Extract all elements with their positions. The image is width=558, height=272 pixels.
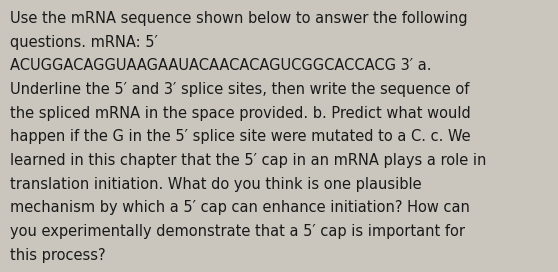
Text: translation initiation. What do you think is one plausible: translation initiation. What do you thin… (10, 177, 422, 191)
Text: you experimentally demonstrate that a 5′ cap is important for: you experimentally demonstrate that a 5′… (10, 224, 465, 239)
Text: Underline the 5′ and 3′ splice sites, then write the sequence of: Underline the 5′ and 3′ splice sites, th… (10, 82, 469, 97)
Text: this process?: this process? (10, 248, 105, 262)
Text: mechanism by which a 5′ cap can enhance initiation? How can: mechanism by which a 5′ cap can enhance … (10, 200, 470, 215)
Text: questions. mRNA: 5′: questions. mRNA: 5′ (10, 35, 158, 50)
Text: learned in this chapter that the 5′ cap in an mRNA plays a role in: learned in this chapter that the 5′ cap … (10, 153, 487, 168)
Text: Use the mRNA sequence shown below to answer the following: Use the mRNA sequence shown below to ans… (10, 11, 468, 26)
Text: the spliced mRNA in the space provided. b. Predict what would: the spliced mRNA in the space provided. … (10, 106, 471, 120)
Text: happen if the G in the 5′ splice site were mutated to a C. c. We: happen if the G in the 5′ splice site we… (10, 129, 470, 144)
Text: ACUGGACAGGUAAGAAUACAACACAGUCGGCACCACG 3′ a.: ACUGGACAGGUAAGAAUACAACACAGUCGGCACCACG 3′… (10, 58, 431, 73)
